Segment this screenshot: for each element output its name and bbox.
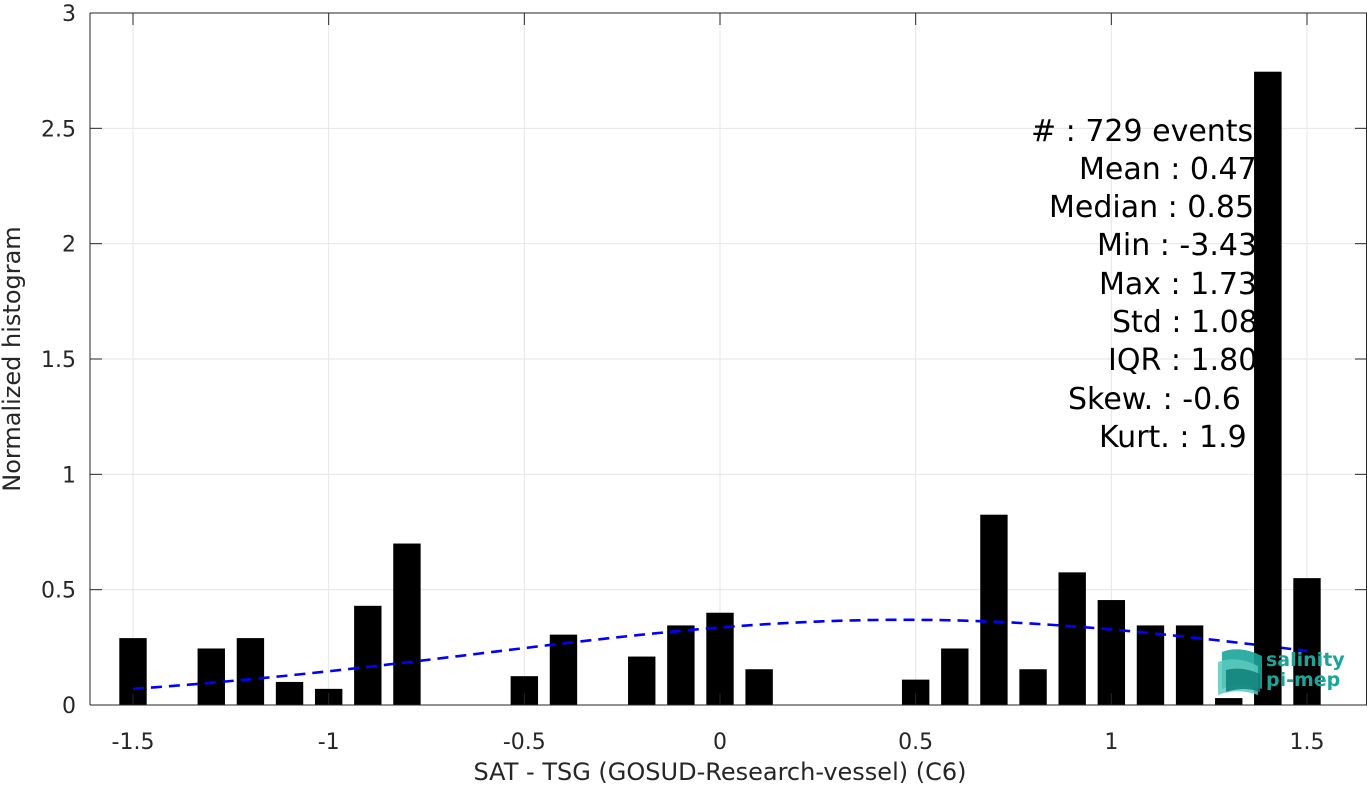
x-axis-label: SAT - TSG (GOSUD-Research-vessel) (C6): [474, 758, 967, 785]
histogram-bar: [393, 543, 421, 705]
salinity-pi-mep-logo: salinity pi-mep: [1218, 649, 1345, 695]
x-tick-label: 1.5: [1289, 730, 1324, 755]
histogram-bar: [549, 634, 578, 705]
histogram-bar-overlay: [1254, 71, 1282, 705]
stat-kurt: Kurt. : 1.9: [1099, 420, 1247, 455]
histogram-bar: [667, 625, 695, 705]
x-tick-label: -1: [318, 730, 340, 755]
y-axis-label: Normalized histogram: [0, 226, 26, 491]
histogram-bar: [745, 669, 773, 705]
tick-labels: -1.5 -1 -0.5 0 0.5 1 1.5 0 0.5 1 1.5 2 2.5 3: [41, 2, 1324, 755]
y-tick-label: 2: [62, 233, 76, 258]
stat-max: Max : 1.73: [1099, 267, 1257, 302]
histogram-bar: [1215, 698, 1243, 705]
y-tick-label: 3: [62, 2, 76, 27]
x-tick-label: 0: [713, 730, 727, 755]
stat-std: Std : 1.08: [1112, 305, 1258, 340]
stat-count: # : 729 events: [1031, 114, 1253, 149]
histogram-bar: [941, 648, 969, 705]
logo-line2: pi-mep: [1266, 669, 1340, 691]
stat-iqr: IQR : 1.80: [1108, 343, 1257, 378]
histogram-bar: [1058, 572, 1086, 705]
stat-median: Median : 0.85: [1049, 190, 1254, 225]
x-tick-label: -0.5: [503, 730, 546, 755]
histogram-bar: [1019, 669, 1047, 705]
histogram-bar: [236, 638, 265, 705]
stats-box: # : 729 events Mean : 0.47 Median : 0.85…: [1031, 114, 1258, 455]
y-tick-label: 2.5: [41, 117, 76, 142]
stat-mean: Mean : 0.47: [1079, 152, 1257, 187]
histogram-bar: [1293, 578, 1321, 705]
gaussian-fit-curve: [132, 618, 1308, 691]
histogram-bar: [1136, 625, 1165, 705]
logo-line1: salinity: [1266, 649, 1345, 671]
histogram-bar: [1097, 600, 1126, 705]
histogram-bar: [197, 648, 225, 705]
histogram-bar: [980, 514, 1008, 705]
y-tick-label: 0.5: [41, 579, 76, 604]
logo-wave-icon: [1218, 649, 1262, 695]
y-tick-label: 0: [62, 694, 76, 719]
x-tick-label: -1.5: [112, 730, 155, 755]
y-tick-label: 1: [62, 463, 76, 488]
stat-min: Min : -3.43: [1097, 228, 1257, 263]
histogram-bar: [275, 681, 304, 705]
histogram-bar: [628, 656, 656, 705]
x-tick-label: 1: [1104, 730, 1118, 755]
histogram-bar: [354, 605, 382, 705]
stat-skew: Skew. : -0.6: [1068, 382, 1241, 417]
y-tick-label: 1.5: [41, 348, 76, 373]
x-tick-label: 0.5: [898, 730, 933, 755]
